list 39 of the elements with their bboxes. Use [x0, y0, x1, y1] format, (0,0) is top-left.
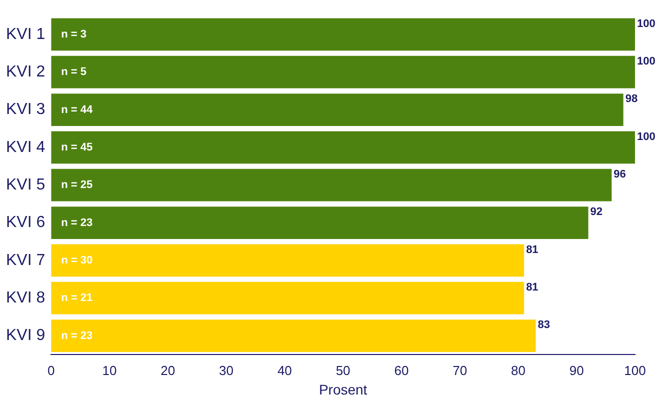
y-tick-label: KVI 5 — [6, 176, 46, 194]
data-label: 92 — [590, 206, 603, 218]
data-label: 81 — [526, 244, 538, 256]
annotation: n = 23 — [61, 216, 93, 229]
data-label: 96 — [614, 168, 626, 180]
x-tick-label: 70 — [452, 362, 468, 378]
x-tick-label: 50 — [336, 362, 350, 378]
x-tick-label: 40 — [277, 362, 292, 378]
annotation: n = 30 — [61, 254, 93, 266]
annotation: n = 3 — [61, 28, 87, 40]
data-label: 100 — [637, 55, 656, 68]
y-tick-label: KVI 4 — [6, 138, 46, 156]
y-tick-label: KVI 2 — [6, 64, 46, 81]
x-tick-label: 20 — [160, 362, 176, 378]
x-tick-label: 30 — [219, 362, 234, 378]
x-axis-title: Prosent — [318, 381, 368, 398]
y-tick-label: KVI 9 — [6, 327, 46, 344]
x-tick-label: 60 — [394, 362, 409, 378]
y-tick-label: KVI 1 — [6, 26, 46, 43]
y-tick-label: KVI 3 — [6, 101, 46, 118]
x-tick-label: 10 — [102, 362, 117, 378]
y-tick-label: KVI 7 — [6, 252, 46, 269]
x-tick-label: 100 — [624, 362, 646, 378]
y-tick-label: KVI 8 — [6, 290, 46, 307]
annotation: n = 45 — [61, 141, 93, 154]
annotation: n = 21 — [61, 292, 93, 304]
data-label: 81 — [526, 281, 538, 294]
annotation: n = 5 — [61, 66, 87, 78]
annotation: n = 23 — [61, 330, 93, 342]
annotation: n = 25 — [61, 179, 93, 192]
data-label: 100 — [637, 130, 656, 143]
data-label: 83 — [538, 319, 550, 332]
x-tick-label: 90 — [569, 362, 584, 378]
annotation: n = 44 — [61, 104, 94, 116]
data-label: 100 — [637, 18, 656, 30]
x-tick-label: 0 — [48, 362, 55, 378]
data-label: 98 — [625, 93, 638, 106]
x-tick-label: 80 — [510, 362, 526, 378]
y-tick-label: KVI 6 — [6, 214, 46, 232]
